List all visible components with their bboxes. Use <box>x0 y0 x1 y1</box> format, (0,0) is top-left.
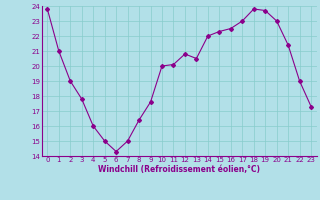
X-axis label: Windchill (Refroidissement éolien,°C): Windchill (Refroidissement éolien,°C) <box>98 165 260 174</box>
